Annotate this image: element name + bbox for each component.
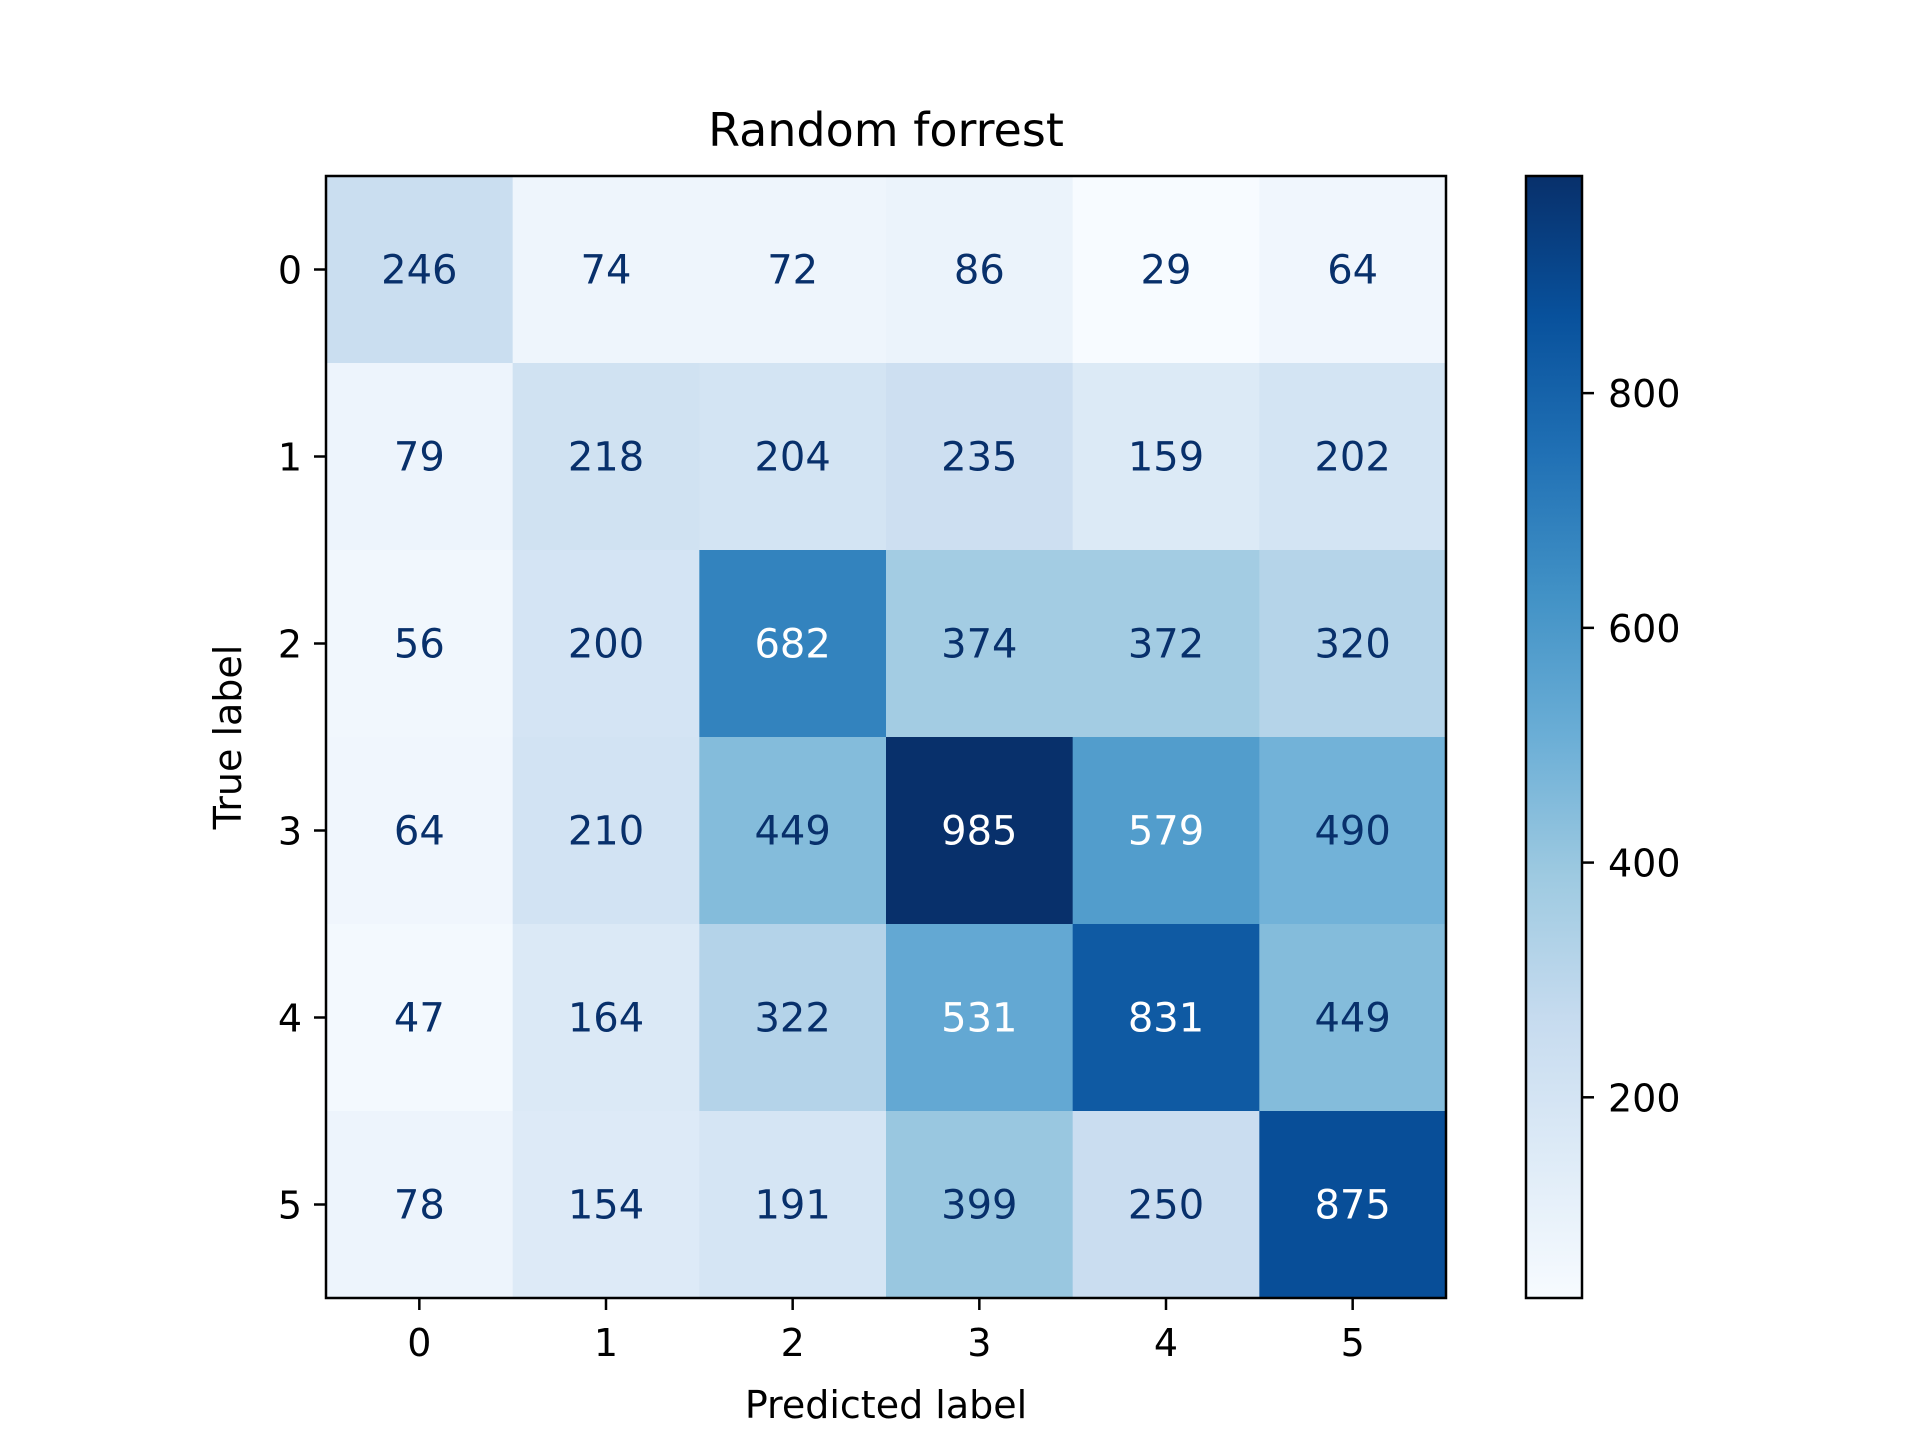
cell-value-label: 79 [394, 435, 445, 481]
heatmap-cell [512, 1111, 700, 1299]
heatmap-cell [1259, 924, 1447, 1112]
heatmap-cell [1072, 176, 1260, 364]
colorbar [1524, 174, 1584, 1300]
heatmap-cell [886, 550, 1074, 738]
x-axis-ticks: 0 1 2 3 4 5 [407, 1298, 1365, 1365]
chart-title: Random forrest [708, 103, 1064, 157]
heatmap-cell [699, 176, 887, 364]
cell-value-label: 322 [754, 996, 830, 1042]
colorbar-tick-label: 200 [1608, 1076, 1681, 1120]
cell-value-label: 200 [568, 622, 644, 668]
heatmap-cell [1259, 176, 1447, 364]
cell-value-label: 449 [1314, 996, 1390, 1042]
y-tick-label: 4 [278, 997, 302, 1041]
y-tick-label: 0 [278, 249, 302, 293]
heatmap-cell [512, 176, 700, 364]
cell-value-label: 218 [568, 435, 644, 481]
heatmap-cell [1259, 737, 1447, 925]
heatmap-cell [326, 363, 514, 551]
cell-value-label: 682 [754, 622, 830, 668]
cell-value-label: 72 [767, 248, 818, 294]
cell-value-label: 250 [1128, 1183, 1204, 1229]
heatmap-cell [699, 924, 887, 1112]
heatmap-cell [326, 550, 514, 738]
heatmap-cell [886, 924, 1074, 1112]
heatmap-cell [512, 924, 700, 1112]
cell-value-label: 831 [1128, 996, 1204, 1042]
heatmap-cell [1072, 363, 1260, 551]
cell-value-label: 372 [1128, 622, 1204, 668]
heatmap-cell [886, 1111, 1074, 1299]
heatmap-cell [512, 737, 700, 925]
x-tick-label: 5 [1341, 1321, 1365, 1365]
x-axis-label: Predicted label [745, 1383, 1027, 1427]
x-tick-label: 0 [407, 1321, 431, 1365]
cell-value-label: 202 [1314, 435, 1390, 481]
cell-value-label: 64 [394, 809, 445, 855]
cell-value-label: 47 [394, 996, 445, 1042]
heatmap-cell-labels: 246 74 72 86 29 64 79 218 204 235 159 202 56 200 682 37… [381, 248, 1391, 1229]
heatmap-cell [512, 550, 700, 738]
cell-value-label: 64 [1327, 248, 1378, 294]
plot-frame [324, 174, 1448, 1300]
y-tick-label: 2 [278, 623, 302, 667]
x-tick-label: 1 [594, 1321, 618, 1365]
heatmap-cell [326, 924, 514, 1112]
cell-value-label: 320 [1314, 622, 1390, 668]
cell-value-label: 399 [941, 1183, 1017, 1229]
y-axis-label: True label [206, 645, 250, 831]
heatmap-cell [1259, 1111, 1447, 1299]
cell-value-label: 29 [1141, 248, 1192, 294]
cell-value-label: 56 [394, 622, 445, 668]
heatmap-cell [1072, 737, 1260, 925]
cell-value-label: 86 [954, 248, 1005, 294]
cell-value-label: 154 [568, 1183, 644, 1229]
heatmap-cell [699, 363, 887, 551]
cell-value-label: 164 [568, 996, 644, 1042]
heatmap-cell [1259, 363, 1447, 551]
heatmap-cell [1072, 1111, 1260, 1299]
y-tick-label: 1 [278, 436, 302, 480]
cell-value-label: 875 [1314, 1183, 1390, 1229]
x-tick-label: 3 [967, 1321, 991, 1365]
heatmap-cell [326, 176, 514, 364]
heatmap-cell [326, 1111, 514, 1299]
cell-value-label: 246 [381, 248, 457, 294]
heatmap-cells [326, 176, 1447, 1299]
heatmap-cell [699, 1111, 887, 1299]
cell-value-label: 235 [941, 435, 1017, 481]
colorbar-tick-label: 400 [1608, 842, 1681, 886]
cell-value-label: 78 [394, 1183, 445, 1229]
heatmap-cell [1259, 550, 1447, 738]
cell-value-label: 449 [754, 809, 830, 855]
cell-value-label: 74 [581, 248, 632, 294]
cell-value-label: 490 [1314, 809, 1390, 855]
x-tick-label: 4 [1154, 1321, 1178, 1365]
heatmap-cell [1072, 550, 1260, 738]
cell-value-label: 374 [941, 622, 1017, 668]
cell-value-label: 159 [1128, 435, 1204, 481]
heatmap-cell [326, 737, 514, 925]
y-tick-label: 3 [278, 810, 302, 854]
cell-value-label: 204 [754, 435, 830, 481]
cell-value-label: 531 [941, 996, 1017, 1042]
heatmap-cell [1072, 924, 1260, 1112]
heatmap-cell [699, 550, 887, 738]
heatmap-cell [886, 363, 1074, 551]
heatmap-cell [886, 176, 1074, 364]
heatmap-cell [512, 363, 700, 551]
cell-value-label: 579 [1128, 809, 1204, 855]
y-tick-label: 5 [278, 1184, 302, 1228]
colorbar-tick-label: 800 [1608, 372, 1681, 416]
cell-value-label: 210 [568, 809, 644, 855]
heatmap-cell [886, 737, 1074, 925]
cell-value-label: 191 [754, 1183, 830, 1229]
x-tick-label: 2 [781, 1321, 805, 1365]
colorbar-tick-label: 600 [1608, 607, 1681, 651]
colorbar-ticks: 200 400 600 800 [1582, 372, 1681, 1120]
y-axis-ticks: 0 1 2 3 4 5 [278, 249, 326, 1228]
cell-value-label: 985 [941, 809, 1017, 855]
heatmap-cell [699, 737, 887, 925]
